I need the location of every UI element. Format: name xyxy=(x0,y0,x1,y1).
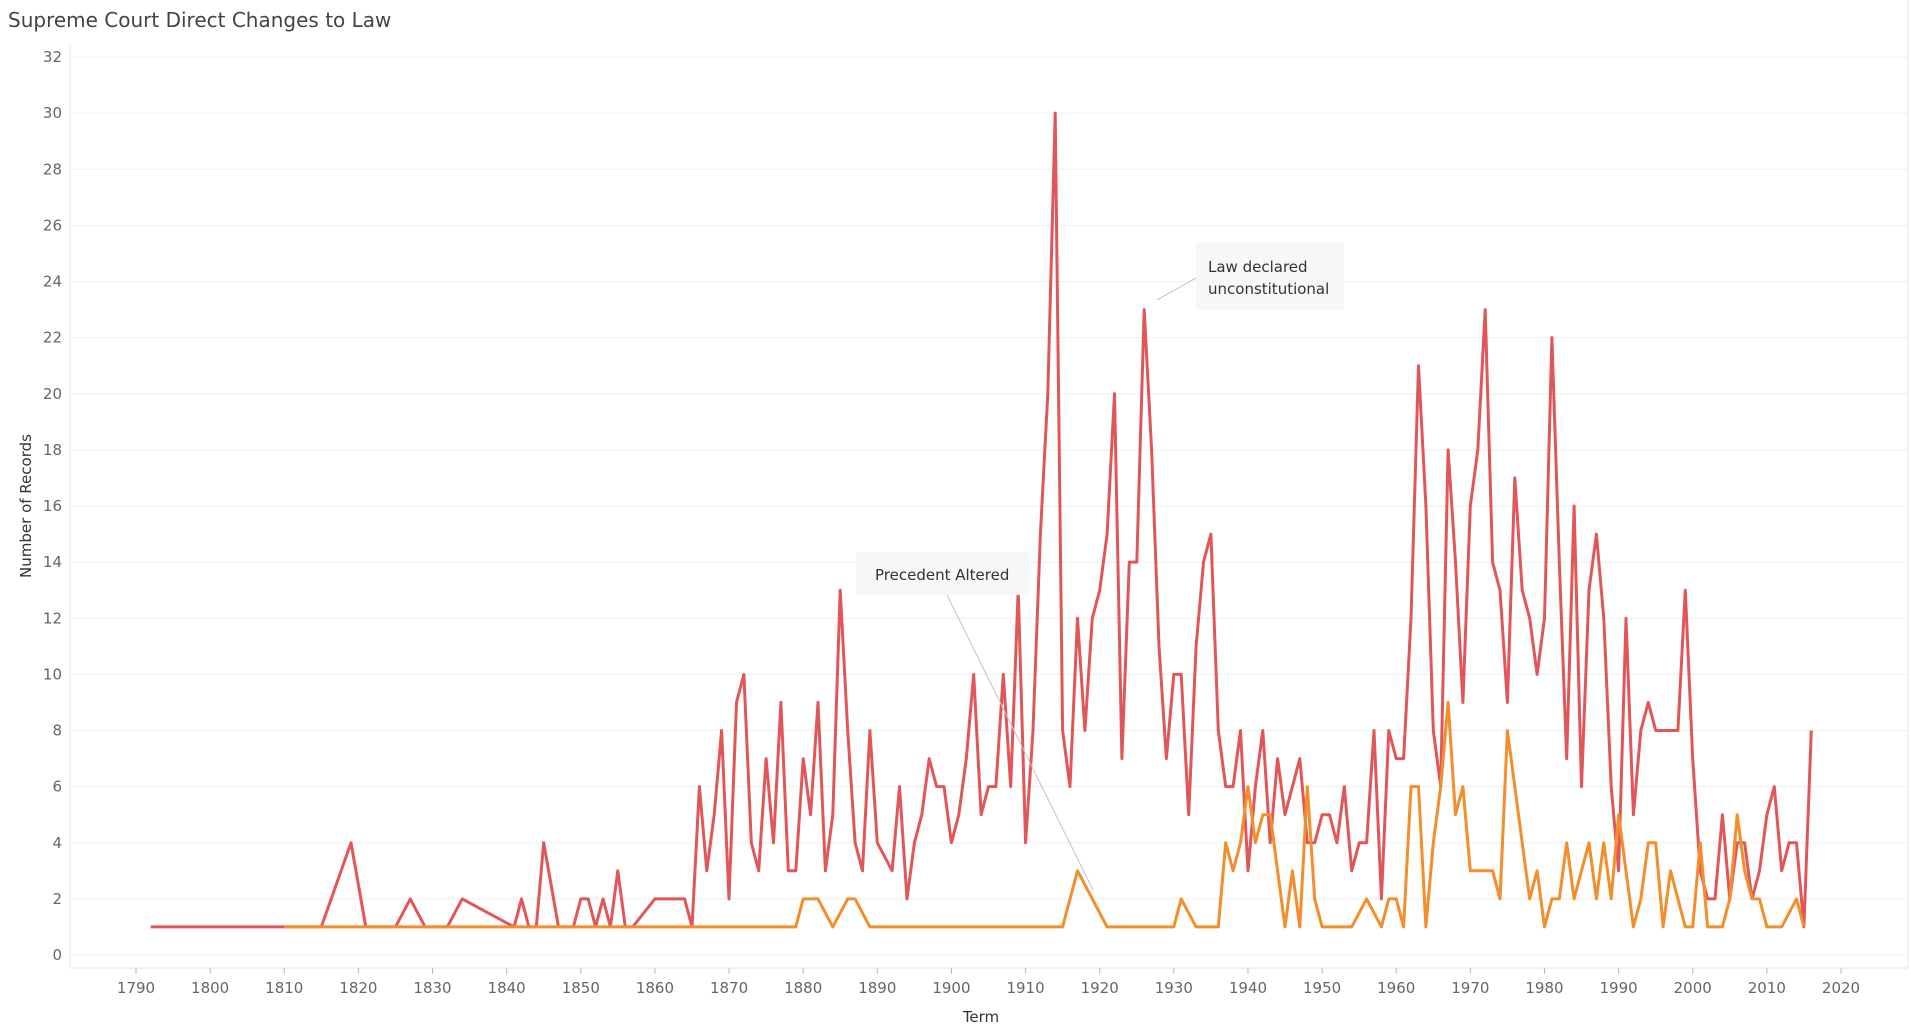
y-tick-label: 26 xyxy=(43,216,62,234)
x-tick-label: 1860 xyxy=(636,979,674,997)
x-tick-label: 1820 xyxy=(339,979,377,997)
x-tick-label: 1790 xyxy=(117,979,155,997)
annotation-text-law-declared: unconstitutional xyxy=(1208,280,1329,298)
x-tick-label: 1940 xyxy=(1229,979,1267,997)
annotation-text-law-declared: Law declared xyxy=(1208,258,1308,276)
y-tick-label: 14 xyxy=(43,553,62,571)
annotation-box-precedent-altered xyxy=(856,552,1030,595)
x-tick-label: 1810 xyxy=(265,979,303,997)
y-tick-label: 12 xyxy=(43,609,62,627)
series-line-precedent-altered xyxy=(284,700,1806,929)
annotation-text-precedent-altered: Precedent Altered xyxy=(875,566,1009,584)
x-axis-title: Term xyxy=(962,1008,999,1026)
y-tick-label: 30 xyxy=(43,104,62,122)
annotation-leader-law-declared xyxy=(1156,277,1197,301)
x-tick-label: 1910 xyxy=(1006,979,1044,997)
y-tick-label: 2 xyxy=(52,890,62,908)
x-tick-label: 1890 xyxy=(858,979,896,997)
annotations: Law declared unconstitutional Precedent Al… xyxy=(856,243,1344,891)
x-tick-label: 1970 xyxy=(1451,979,1489,997)
x-tick-label: 1930 xyxy=(1155,979,1193,997)
x-tick-label: 1840 xyxy=(488,979,526,997)
y-tick-label: 4 xyxy=(52,834,62,852)
x-tick-label: 1870 xyxy=(710,979,748,997)
x-tick-label: 1880 xyxy=(784,979,822,997)
x-tick-label: 2020 xyxy=(1822,979,1860,997)
y-axis-title: Number of Records xyxy=(17,434,35,578)
y-tick-label: 32 xyxy=(43,48,62,66)
x-tick-label: 1960 xyxy=(1377,979,1415,997)
series-line-law-declared-unconstitutional xyxy=(150,111,1813,929)
y-tick-label: 20 xyxy=(43,385,62,403)
y-tick-label: 18 xyxy=(43,441,62,459)
annotation-box-law-declared xyxy=(1196,243,1344,310)
y-tick-label: 28 xyxy=(43,160,62,178)
series-lines xyxy=(150,111,1813,929)
x-tick-label: 1900 xyxy=(932,979,970,997)
x-tick-label: 1920 xyxy=(1081,979,1119,997)
x-tick-label: 1990 xyxy=(1600,979,1638,997)
x-tick-label: 1830 xyxy=(413,979,451,997)
y-tick-label: 6 xyxy=(52,778,62,796)
x-tick-label: 1800 xyxy=(191,979,229,997)
y-tick-label: 22 xyxy=(43,329,62,347)
y-tick-label: 10 xyxy=(43,665,62,683)
grid xyxy=(70,56,1908,956)
y-tick-label: 16 xyxy=(43,497,62,515)
y-tick-label: 24 xyxy=(43,273,62,291)
x-tick-label: 1980 xyxy=(1525,979,1563,997)
y-tick-label: 0 xyxy=(52,946,62,964)
chart-title: Supreme Court Direct Changes to Law xyxy=(8,8,392,32)
x-tick-label: 1950 xyxy=(1303,979,1341,997)
x-tick-label: 2010 xyxy=(1748,979,1786,997)
x-tick-label: 2000 xyxy=(1674,979,1712,997)
y-tick-label: 8 xyxy=(52,722,62,740)
x-tick-label: 1850 xyxy=(562,979,600,997)
annotation-leader-precedent-altered xyxy=(946,594,1094,891)
